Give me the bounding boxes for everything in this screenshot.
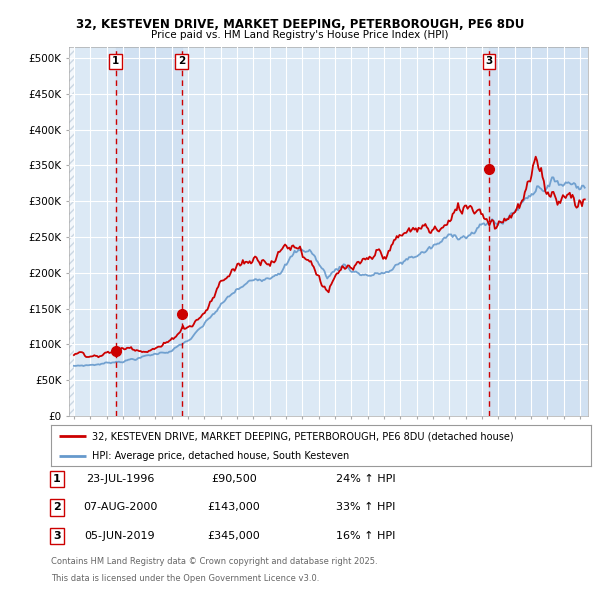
Bar [116,47,182,416]
Text: 07-AUG-2000: 07-AUG-2000 [83,503,157,512]
Text: 3: 3 [53,531,61,540]
Text: 32, KESTEVEN DRIVE, MARKET DEEPING, PETERBOROUGH, PE6 8DU: 32, KESTEVEN DRIVE, MARKET DEEPING, PETE… [76,18,524,31]
Text: £143,000: £143,000 [208,503,260,512]
Text: Price paid vs. HM Land Registry's House Price Index (HPI): Price paid vs. HM Land Registry's House … [151,30,449,40]
Text: Contains HM Land Registry data © Crown copyright and database right 2025.: Contains HM Land Registry data © Crown c… [51,558,377,566]
Text: 2: 2 [178,57,185,67]
Text: 33% ↑ HPI: 33% ↑ HPI [336,503,395,512]
Text: 2: 2 [53,503,61,512]
Text: 05-JUN-2019: 05-JUN-2019 [85,531,155,540]
Text: 32, KESTEVEN DRIVE, MARKET DEEPING, PETERBOROUGH, PE6 8DU (detached house): 32, KESTEVEN DRIVE, MARKET DEEPING, PETE… [91,431,513,441]
Text: £345,000: £345,000 [208,531,260,540]
Text: 3: 3 [485,57,493,67]
Text: 24% ↑ HPI: 24% ↑ HPI [336,474,395,484]
Text: 23-JUL-1996: 23-JUL-1996 [86,474,154,484]
Text: £90,500: £90,500 [211,474,257,484]
Text: HPI: Average price, detached house, South Kesteven: HPI: Average price, detached house, Sout… [91,451,349,461]
Text: 1: 1 [112,57,119,67]
Text: 1: 1 [53,474,61,484]
Text: This data is licensed under the Open Government Licence v3.0.: This data is licensed under the Open Gov… [51,574,319,583]
Text: 16% ↑ HPI: 16% ↑ HPI [336,531,395,540]
Bar [69,47,74,416]
Bar [489,47,588,416]
